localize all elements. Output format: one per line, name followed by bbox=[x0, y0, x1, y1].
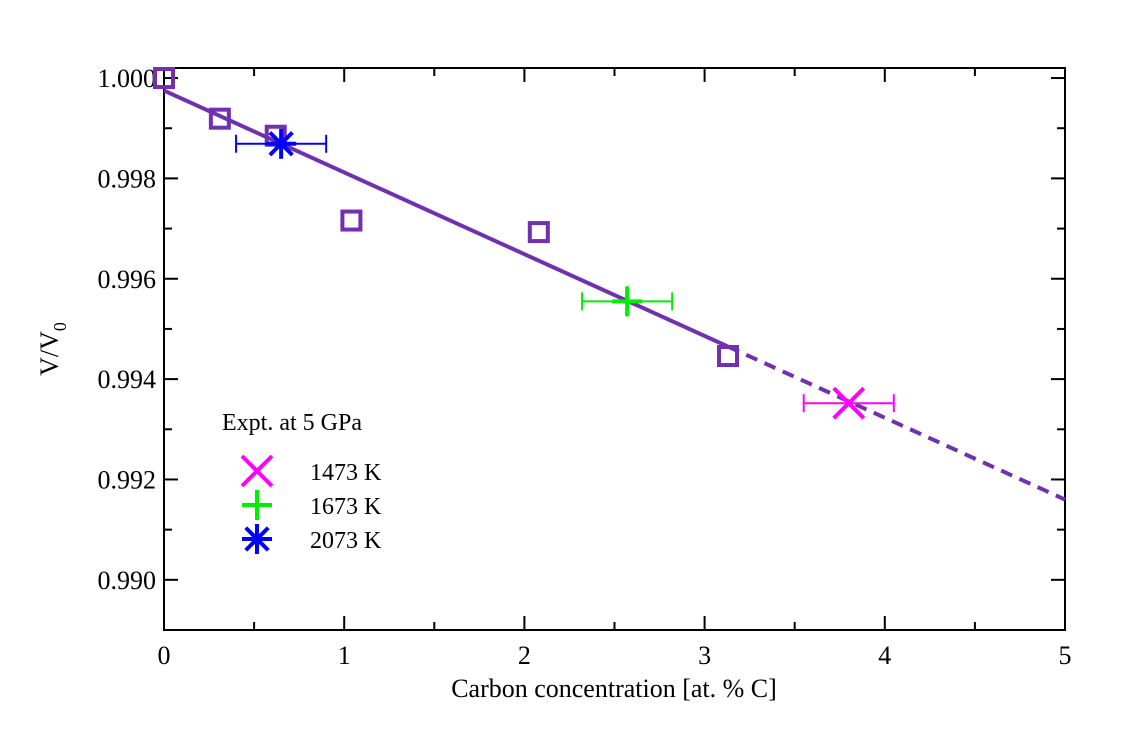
data-point-square bbox=[208, 107, 231, 130]
y-axis-label-main: V/V bbox=[35, 331, 64, 376]
fit-line-group bbox=[163, 88, 1066, 502]
legend-label: 2073 K bbox=[310, 528, 382, 554]
x-tick-label: 5 bbox=[1059, 641, 1072, 670]
x-tick-label: 3 bbox=[698, 641, 711, 670]
legend-marker-asterisk bbox=[242, 524, 272, 554]
x-tick-label: 1 bbox=[338, 641, 351, 670]
x-tick-label: 2 bbox=[518, 641, 531, 670]
data-point-plus bbox=[612, 286, 643, 317]
legend-marker-x bbox=[240, 454, 274, 488]
y-axis-label-sub: 0 bbox=[50, 322, 70, 331]
y-tick-label: 0.992 bbox=[98, 465, 157, 494]
data-point-square bbox=[717, 345, 740, 368]
x-axis-label: Carbon concentration [at. % C] bbox=[451, 674, 777, 703]
data-point-square bbox=[527, 221, 550, 244]
y-tick-label: 1.000 bbox=[98, 64, 157, 93]
data-point-x bbox=[832, 386, 866, 420]
legend-label: 1473 K bbox=[310, 460, 382, 486]
fit-line-dashed bbox=[727, 344, 1066, 502]
data-marks bbox=[153, 67, 895, 420]
legend-label: 1673 K bbox=[310, 494, 382, 520]
data-point-square bbox=[340, 209, 363, 232]
data-point-asterisk bbox=[266, 128, 297, 159]
y-tick-label: 0.990 bbox=[98, 566, 157, 595]
y-tick-label: 0.996 bbox=[98, 265, 157, 294]
y-axis-label: V/V0 bbox=[35, 322, 70, 376]
data-point-square bbox=[153, 67, 175, 90]
y-tick-label: 0.994 bbox=[98, 365, 157, 394]
legend: 1473 K 1673 K 2073 K bbox=[240, 454, 382, 554]
x-tick-label: 0 bbox=[158, 641, 171, 670]
fit-line-solid bbox=[163, 88, 729, 349]
legend-marker-plus bbox=[242, 490, 272, 520]
svg-text:V/V0: V/V0 bbox=[35, 322, 70, 376]
legend-title: Expt. at 5 GPa bbox=[222, 410, 362, 436]
y-tick-label: 0.998 bbox=[98, 164, 157, 193]
axis-ticks: 0 1 2 3 4 5 0.990 0.992 0.994 0.996 0.998 1.000 bbox=[98, 64, 1072, 670]
x-tick-label: 4 bbox=[878, 641, 891, 670]
